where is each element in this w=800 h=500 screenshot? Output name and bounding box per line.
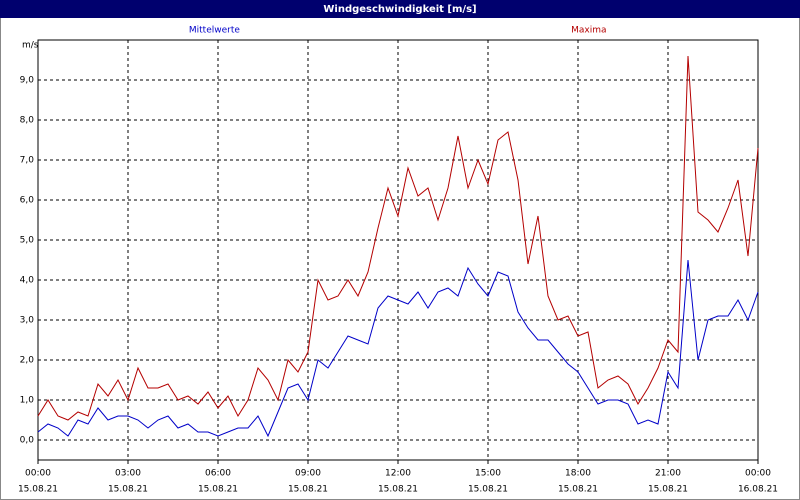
legend-label: Maxima (571, 26, 606, 36)
x-tick-date: 15.08.21 (648, 485, 688, 495)
title-bar (0, 0, 800, 18)
x-tick-date: 15.08.21 (288, 485, 328, 495)
legend-label: Mittelwerte (189, 26, 240, 36)
y-tick-label: 7,0 (20, 156, 35, 166)
x-tick-label: 06:00 (205, 469, 231, 479)
x-tick-label: 21:00 (655, 469, 681, 479)
chart-title: Windgeschwindigkeit [m/s] (323, 4, 476, 15)
x-tick-date: 15.08.21 (108, 485, 148, 495)
x-tick-label: 12:00 (385, 469, 411, 479)
series-line (37, 55, 759, 421)
x-tick-date: 15.08.21 (198, 485, 238, 495)
y-tick-label: 9,0 (20, 76, 35, 86)
x-tick-label: 03:00 (115, 469, 141, 479)
x-tick-date: 15.08.21 (468, 485, 508, 495)
y-axis-label: m/s (22, 41, 39, 51)
x-tick-label: 00:00 (25, 469, 51, 479)
x-tick-label: 18:00 (565, 469, 591, 479)
x-tick-date: 15.08.21 (378, 485, 418, 495)
x-tick-label: 15:00 (475, 469, 501, 479)
y-tick-label: 3,0 (20, 316, 35, 326)
series-line (37, 259, 759, 438)
x-tick-date: 16.08.21 (738, 485, 778, 495)
x-tick-date: 15.08.21 (18, 485, 58, 495)
y-tick-label: 8,0 (20, 116, 35, 126)
y-tick-label: 0,0 (20, 436, 35, 446)
y-tick-label: 4,0 (20, 276, 35, 286)
y-tick-label: 1,0 (20, 396, 35, 406)
x-tick-date: 15.08.21 (558, 485, 598, 495)
x-tick-label: 00:00 (745, 469, 771, 479)
y-tick-label: 5,0 (20, 236, 35, 246)
y-tick-label: 6,0 (20, 196, 35, 206)
y-tick-label: 2,0 (20, 356, 35, 366)
x-tick-label: 09:00 (295, 469, 321, 479)
